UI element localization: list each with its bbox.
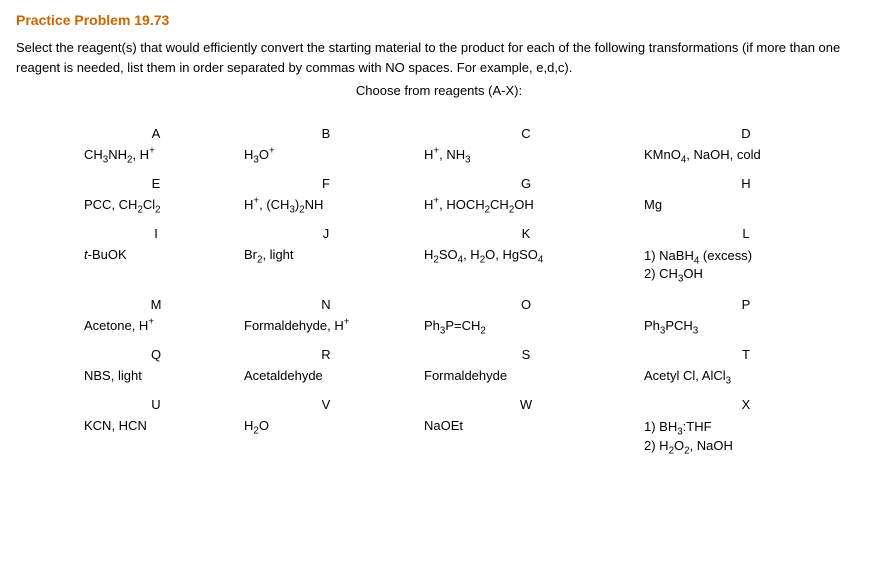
reagent-value-o: Ph3P=CH2 <box>416 314 636 337</box>
reagent-letter-l: L <box>636 216 856 243</box>
reagent-value-k: H2SO4, H2O, HgSO4 <box>416 243 636 287</box>
reagent-letter-a: A <box>76 116 236 143</box>
reagent-letter-f: F <box>236 166 416 193</box>
reagent-letter-t: T <box>636 337 856 364</box>
reagent-letter-j: J <box>236 216 416 243</box>
reagent-letter-b: B <box>236 116 416 143</box>
reagent-value-l: 1) NaBH4 (excess)2) CH3OH <box>636 243 856 287</box>
reagent-value-j: Br2, light <box>236 243 416 287</box>
reagent-letter-d: D <box>636 116 856 143</box>
reagent-value-m: Acetone, H+ <box>76 314 236 337</box>
reagent-value-t: Acetyl Cl, AlCl3 <box>636 364 856 387</box>
reagent-value-x: 1) BH3:THF2) H2O2, NaOH <box>636 414 856 458</box>
choose-label: Choose from reagents (A-X): <box>16 83 862 98</box>
reagent-value-r: Acetaldehyde <box>236 364 416 387</box>
reagent-letter-m: M <box>76 287 236 314</box>
reagent-value-n: Formaldehyde, H+ <box>236 314 416 337</box>
reagent-letter-p: P <box>636 287 856 314</box>
reagent-value-a: CH3NH2, H+ <box>76 143 236 166</box>
reagent-value-f: H+, (CH3)2NH <box>236 193 416 216</box>
reagent-value-e: PCC, CH2Cl2 <box>76 193 236 216</box>
reagent-value-u: KCN, HCN <box>76 414 236 458</box>
reagent-letter-k: K <box>416 216 636 243</box>
reagent-value-i: t-BuOK <box>76 243 236 287</box>
reagent-value-s: Formaldehyde <box>416 364 636 387</box>
reagent-letter-u: U <box>76 387 236 414</box>
reagent-letter-g: G <box>416 166 636 193</box>
reagent-letter-v: V <box>236 387 416 414</box>
reagent-table: ABCD CH3NH2, H+H3O+H+, NH3KMnO4, NaOH, co… <box>76 116 862 459</box>
instructions-text: Select the reagent(s) that would efficie… <box>16 38 862 77</box>
reagent-letter-w: W <box>416 387 636 414</box>
reagent-letter-r: R <box>236 337 416 364</box>
reagent-value-w: NaOEt <box>416 414 636 458</box>
reagent-letter-o: O <box>416 287 636 314</box>
reagent-value-b: H3O+ <box>236 143 416 166</box>
reagent-value-v: H2O <box>236 414 416 458</box>
reagent-letter-c: C <box>416 116 636 143</box>
reagent-letter-x: X <box>636 387 856 414</box>
reagent-letter-e: E <box>76 166 236 193</box>
problem-title: Practice Problem 19.73 <box>16 12 862 28</box>
reagent-letter-i: I <box>76 216 236 243</box>
reagent-value-h: Mg <box>636 193 856 216</box>
reagent-value-q: NBS, light <box>76 364 236 387</box>
reagent-value-d: KMnO4, NaOH, cold <box>636 143 856 166</box>
reagent-letter-q: Q <box>76 337 236 364</box>
reagent-letter-s: S <box>416 337 636 364</box>
reagent-value-g: H+, HOCH2CH2OH <box>416 193 636 216</box>
reagent-letter-h: H <box>636 166 856 193</box>
reagent-letter-n: N <box>236 287 416 314</box>
reagent-value-c: H+, NH3 <box>416 143 636 166</box>
reagent-value-p: Ph3PCH3 <box>636 314 856 337</box>
